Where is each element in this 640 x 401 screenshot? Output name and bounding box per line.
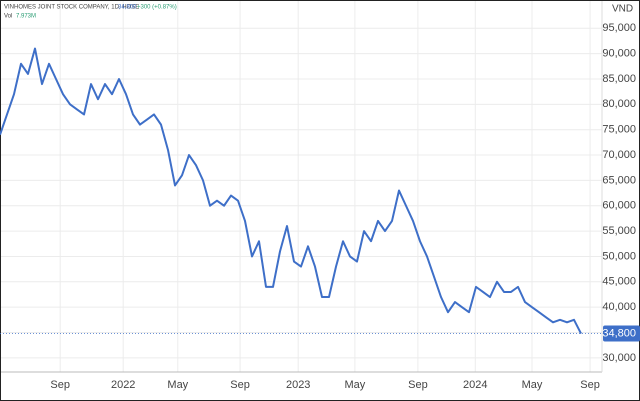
x-tick-label: May [167, 379, 188, 391]
header-price: 34,800 [118, 5, 137, 11]
x-tick-label: Sep [50, 379, 70, 391]
x-tick-label: Sep [408, 379, 428, 391]
x-tick-label: 2022 [111, 379, 135, 391]
y-tick-label: 80,000 [602, 98, 636, 110]
chart-header: VINHOMES JOINT STOCK COMPANY, 1D, HOSE [4, 5, 139, 11]
y-tick-label: 85,000 [602, 73, 636, 85]
x-tick-label: 2024 [463, 379, 487, 391]
y-tick-label: 45,000 [602, 276, 636, 288]
y-tick-label: 90,000 [602, 48, 636, 60]
x-tick-label: Sep [580, 379, 600, 391]
y-tick-label: 75,000 [602, 124, 636, 136]
y-tick-label: 70,000 [602, 149, 636, 161]
y-tick-label: 65,000 [602, 174, 636, 186]
y-tick-label: 95,000 [602, 22, 636, 34]
volume-label: Vol [4, 14, 12, 20]
y-axis-unit: VND [612, 4, 633, 15]
y-tick-label: 60,000 [602, 200, 636, 212]
x-tick-label: May [522, 379, 543, 391]
last-price-label: 34,800 [602, 327, 636, 339]
last-price-tag [603, 325, 640, 342]
header-change: +300 (+0.87%) [137, 5, 177, 11]
y-tick-label: 40,000 [602, 301, 636, 313]
grid [0, 0, 602, 372]
y-tick-label: 55,000 [602, 225, 636, 237]
x-tick-label: May [345, 379, 366, 391]
y-tick-label: 30,000 [602, 352, 636, 364]
x-tick-label: Sep [230, 379, 250, 391]
x-tick-label: 2023 [286, 379, 310, 391]
volume-value: 7.973M [16, 14, 36, 20]
price-line [0, 47, 582, 334]
y-tick-label: 50,000 [602, 250, 636, 262]
